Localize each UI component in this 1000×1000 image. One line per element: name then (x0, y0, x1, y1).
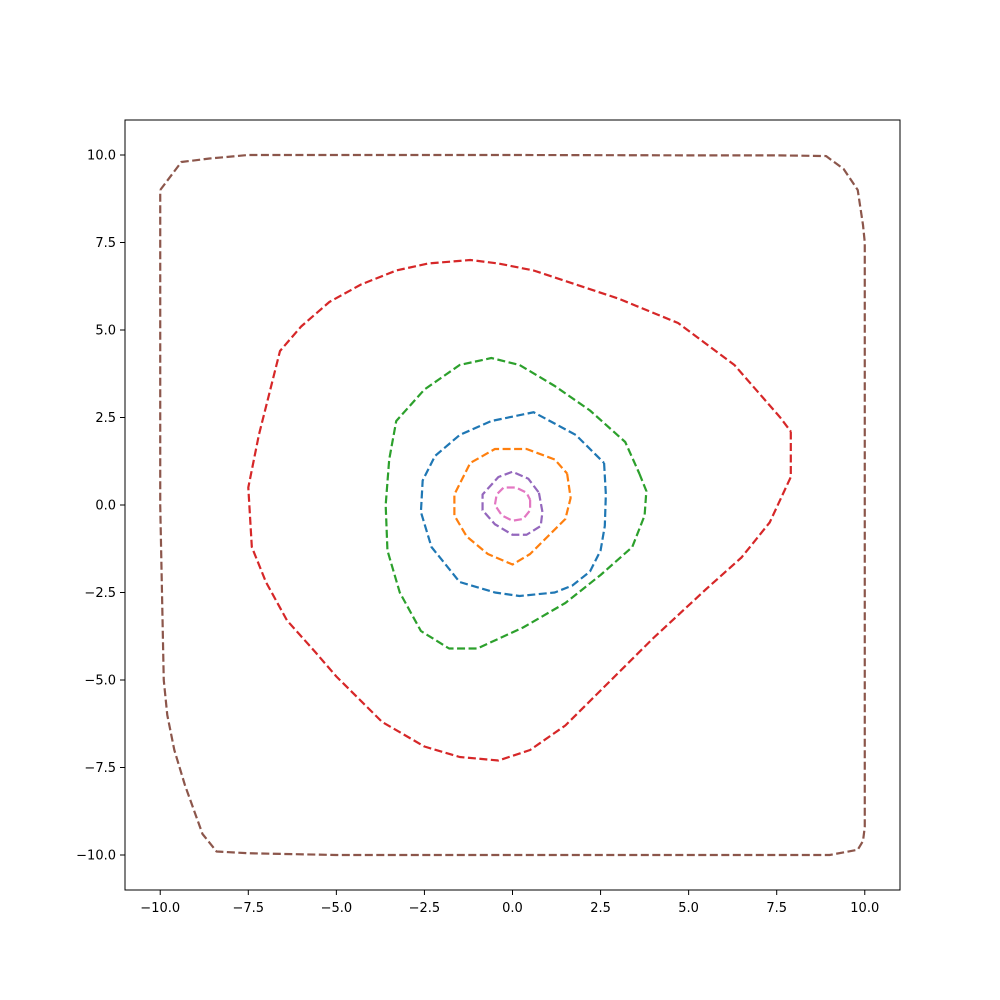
contour-line-1 (419, 411, 607, 598)
x-tick-label: 7.5 (766, 901, 787, 916)
y-tick-label: 7.5 (95, 236, 116, 251)
y-axis: −10.0 −7.5 −5.0 −2.5 0.0 2.5 5.0 7.5 10.0 (76, 149, 125, 864)
x-tick-label: −5.0 (321, 901, 353, 916)
y-tick-label: 0.0 (95, 499, 116, 514)
x-tick-label: 0.0 (502, 901, 523, 916)
x-tick-label: 5.0 (678, 901, 699, 916)
y-tick-label: −7.5 (84, 761, 116, 776)
contour-line-4 (247, 258, 792, 762)
plot-frame (124, 119, 901, 891)
contour-line-2 (453, 447, 572, 566)
x-tick-label: 2.5 (590, 901, 611, 916)
y-tick-label: 10.0 (87, 149, 116, 164)
contour-line-7 (493, 486, 532, 522)
x-axis: −10.0 −7.5 −5.0 −2.5 0.0 2.5 5.0 7.5 10.0 (140, 890, 879, 916)
y-tick-label: −5.0 (84, 674, 116, 689)
contour-line-5 (481, 470, 544, 536)
y-tick-label: 5.0 (95, 324, 116, 339)
x-tick-label: −2.5 (409, 901, 441, 916)
x-tick-label: 10.0 (850, 901, 879, 916)
series-layer (159, 153, 866, 857)
x-tick-label: −7.5 (233, 901, 265, 916)
y-tick-label: 2.5 (95, 411, 116, 426)
contour-line-6 (159, 153, 866, 857)
contour-line-3 (384, 356, 648, 650)
y-tick-label: −2.5 (84, 586, 116, 601)
y-tick-label: −10.0 (76, 849, 116, 864)
x-tick-label: −10.0 (140, 901, 180, 916)
